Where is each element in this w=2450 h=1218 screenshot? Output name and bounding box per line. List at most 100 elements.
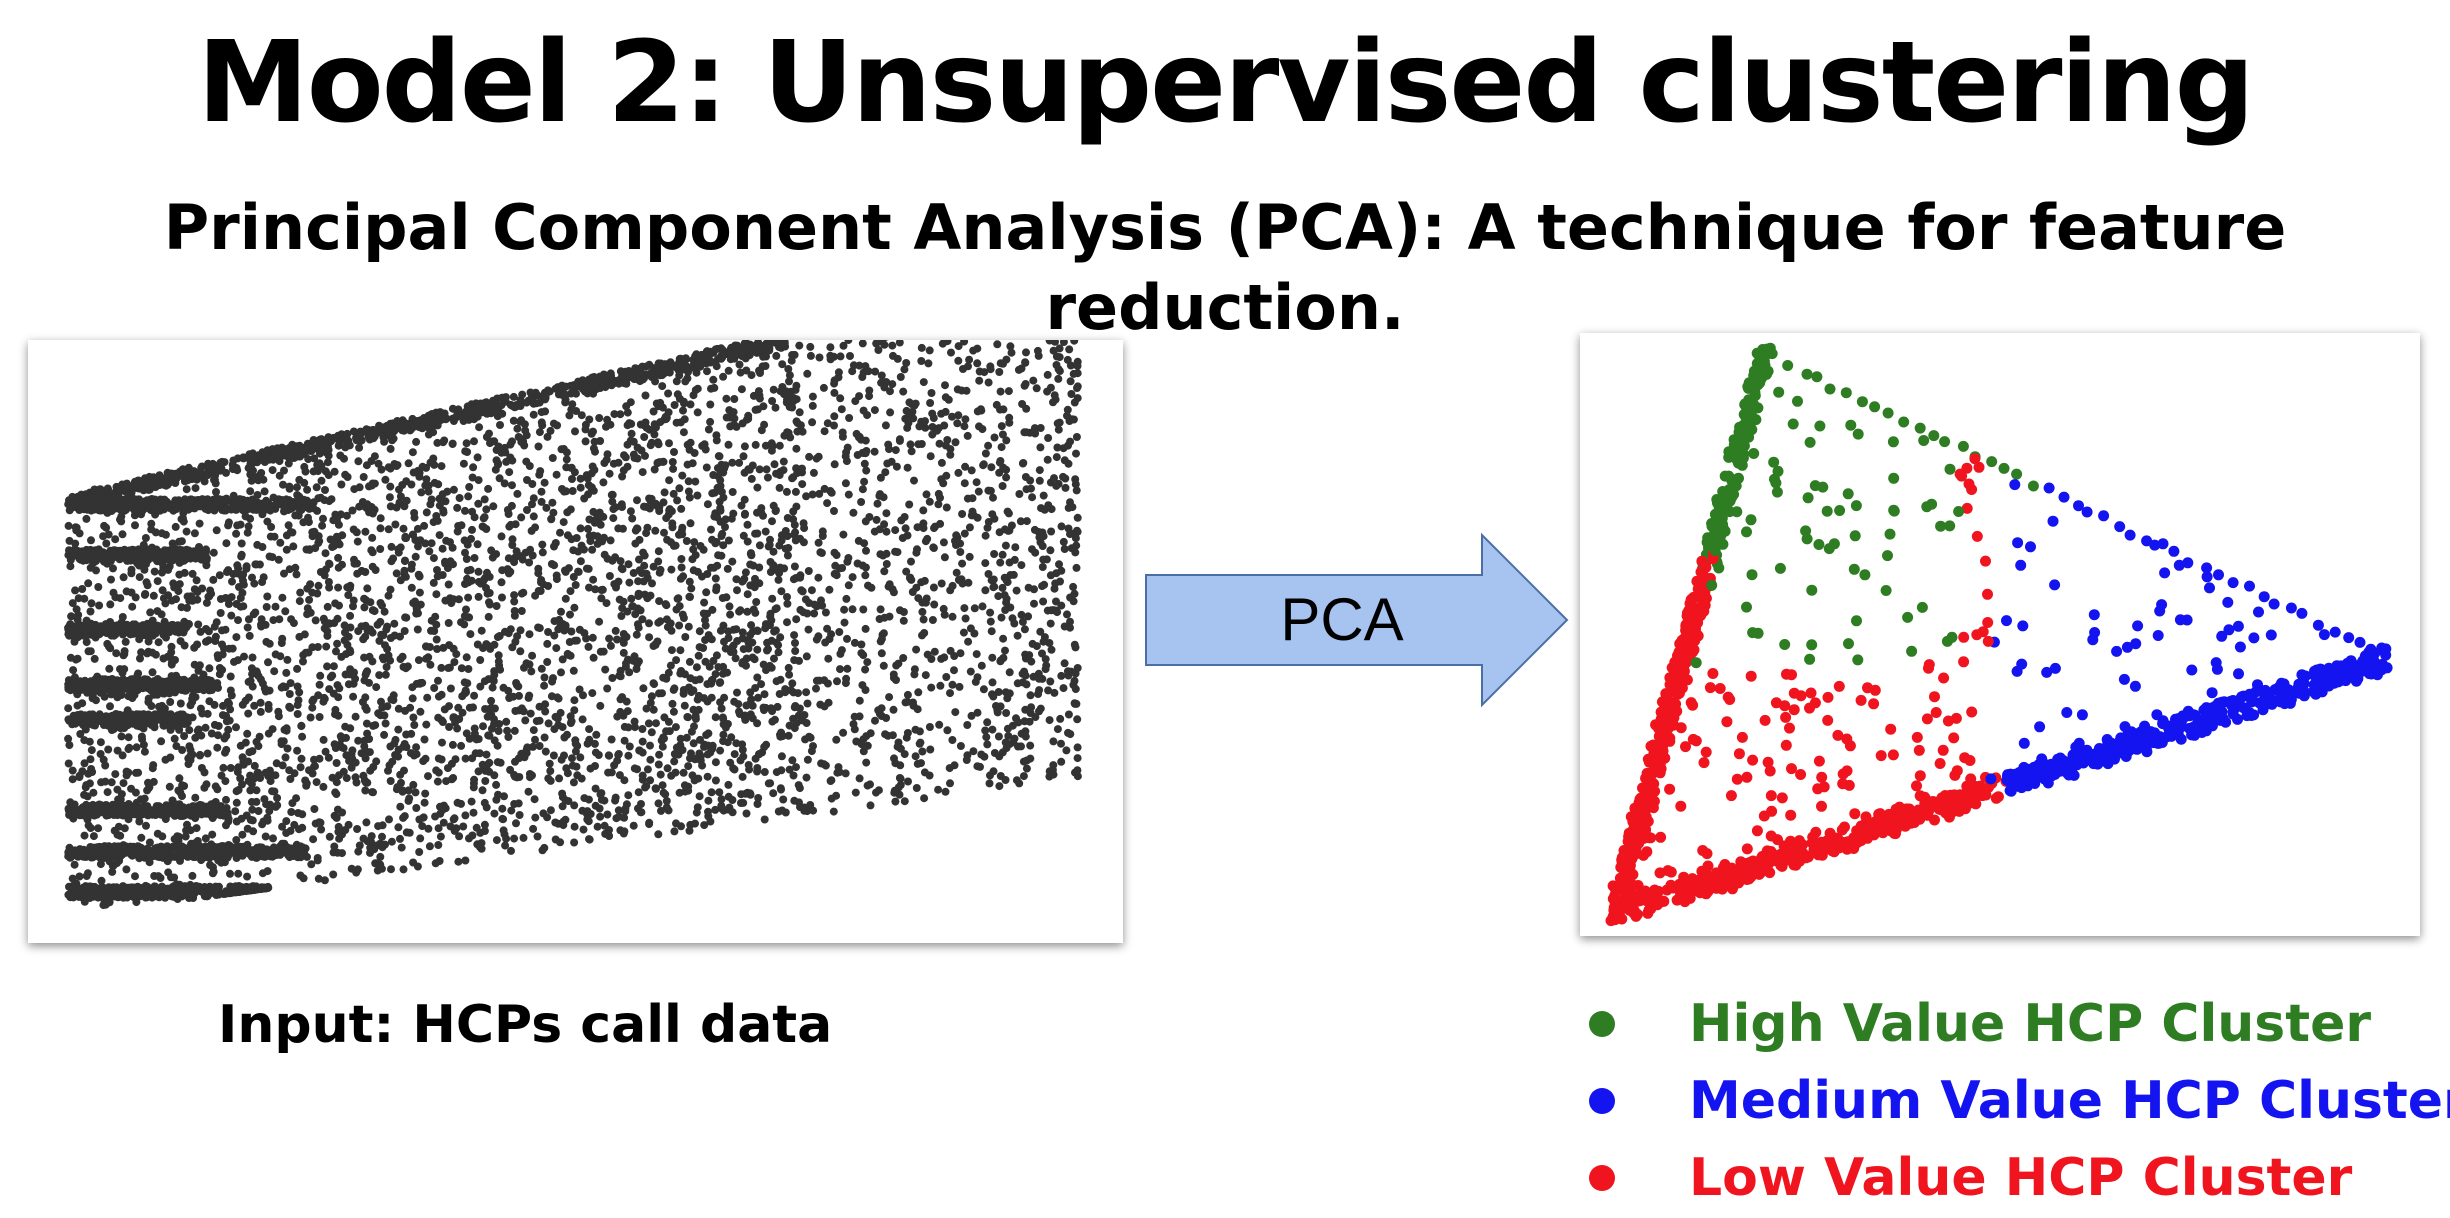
input-data-point [753, 483, 762, 492]
input-data-point [685, 657, 694, 666]
input-data-point [981, 531, 990, 540]
input-data-point [998, 430, 1007, 439]
input-data-point [568, 754, 576, 763]
input-data-point [1036, 627, 1045, 636]
input-data-point [592, 730, 601, 739]
input-data-point [331, 710, 339, 719]
input-data-point [743, 520, 752, 529]
input-data-point [744, 411, 753, 420]
input-data-point [740, 442, 749, 451]
input-data-point [1001, 525, 1009, 534]
input-data-point [396, 576, 405, 585]
input-data-point [590, 437, 599, 446]
input-data-point [649, 562, 658, 571]
input-data-point [503, 726, 512, 735]
input-data-point [738, 659, 747, 668]
input-data-point [655, 458, 664, 467]
input-data-point [988, 678, 997, 687]
input-data-point [818, 601, 827, 610]
input-data-point [200, 768, 209, 777]
input-data-point [960, 529, 969, 538]
input-data-point [992, 400, 1001, 409]
input-data-point [804, 625, 813, 634]
input-data-point [966, 667, 975, 676]
input-data-point [903, 697, 912, 706]
input-data-point [458, 692, 467, 701]
input-data-point [928, 409, 937, 418]
input-data-point [583, 807, 592, 816]
input-data-point [141, 497, 150, 506]
input-data-point [397, 843, 406, 852]
input-data-point [158, 586, 167, 595]
input-data-point [737, 501, 746, 510]
input-data-point [814, 452, 823, 461]
input-data-point [561, 796, 570, 805]
input-data-point [378, 703, 387, 712]
input-data-point [438, 806, 447, 814]
input-data-point [996, 558, 1005, 567]
input-data-point [617, 564, 626, 573]
input-data-point [225, 644, 234, 653]
input-data-point [558, 723, 567, 732]
input-data-point [679, 406, 687, 415]
input-data-point [913, 523, 922, 532]
input-data-point [790, 562, 799, 571]
input-data-point [99, 551, 108, 560]
input-data-point [1032, 384, 1041, 393]
input-data-point [690, 449, 699, 457]
input-data-point [334, 827, 343, 836]
input-data-point [929, 583, 938, 592]
input-data-point [954, 356, 963, 365]
input-data-point [638, 737, 647, 746]
input-data-point [490, 640, 499, 649]
input-data-point [853, 451, 862, 459]
input-data-point [769, 789, 778, 798]
input-data-point [538, 846, 547, 855]
input-data-point [167, 658, 176, 667]
input-data-point [642, 503, 651, 511]
input-data-point [257, 615, 266, 624]
input-data-point [899, 654, 908, 662]
input-data-point [234, 656, 242, 665]
input-data-point [1043, 455, 1052, 464]
input-data-point [874, 786, 883, 795]
input-data-point [830, 412, 839, 421]
input-data-point [293, 710, 302, 718]
input-data-point [304, 513, 312, 522]
input-data-point [153, 577, 162, 586]
input-data-point [335, 684, 344, 693]
input-data-point [450, 814, 459, 823]
input-data-point [714, 663, 723, 672]
input-data-point [769, 547, 778, 556]
input-data-point [989, 575, 998, 584]
input-data-point [671, 723, 680, 732]
input-data-point [1065, 345, 1074, 354]
input-data-point [449, 774, 458, 782]
input-data-point [882, 560, 891, 568]
input-data-point [537, 664, 546, 673]
input-data-point [1021, 671, 1030, 680]
input-data-point [624, 723, 633, 732]
input-data-point [409, 858, 418, 867]
input-data-point [832, 571, 841, 580]
input-data-point [392, 462, 401, 470]
input-data-point [416, 707, 425, 716]
input-data-point [896, 373, 905, 381]
input-data-point [830, 507, 838, 515]
input-data-point [352, 778, 361, 787]
input-data-point [673, 390, 682, 399]
input-data-point [966, 624, 975, 633]
input-data-point [243, 824, 252, 833]
input-data-point [1049, 770, 1058, 779]
input-data-point [293, 746, 302, 755]
input-data-point [325, 832, 334, 841]
input-data-point [723, 738, 732, 747]
input-data-point [92, 555, 101, 564]
input-data-point [810, 600, 819, 609]
input-data-point [656, 770, 665, 779]
input-data-point [390, 619, 399, 628]
input-data-point [724, 366, 733, 375]
input-data-point [808, 418, 817, 427]
input-data-point [281, 607, 290, 616]
input-data-point [394, 725, 403, 734]
